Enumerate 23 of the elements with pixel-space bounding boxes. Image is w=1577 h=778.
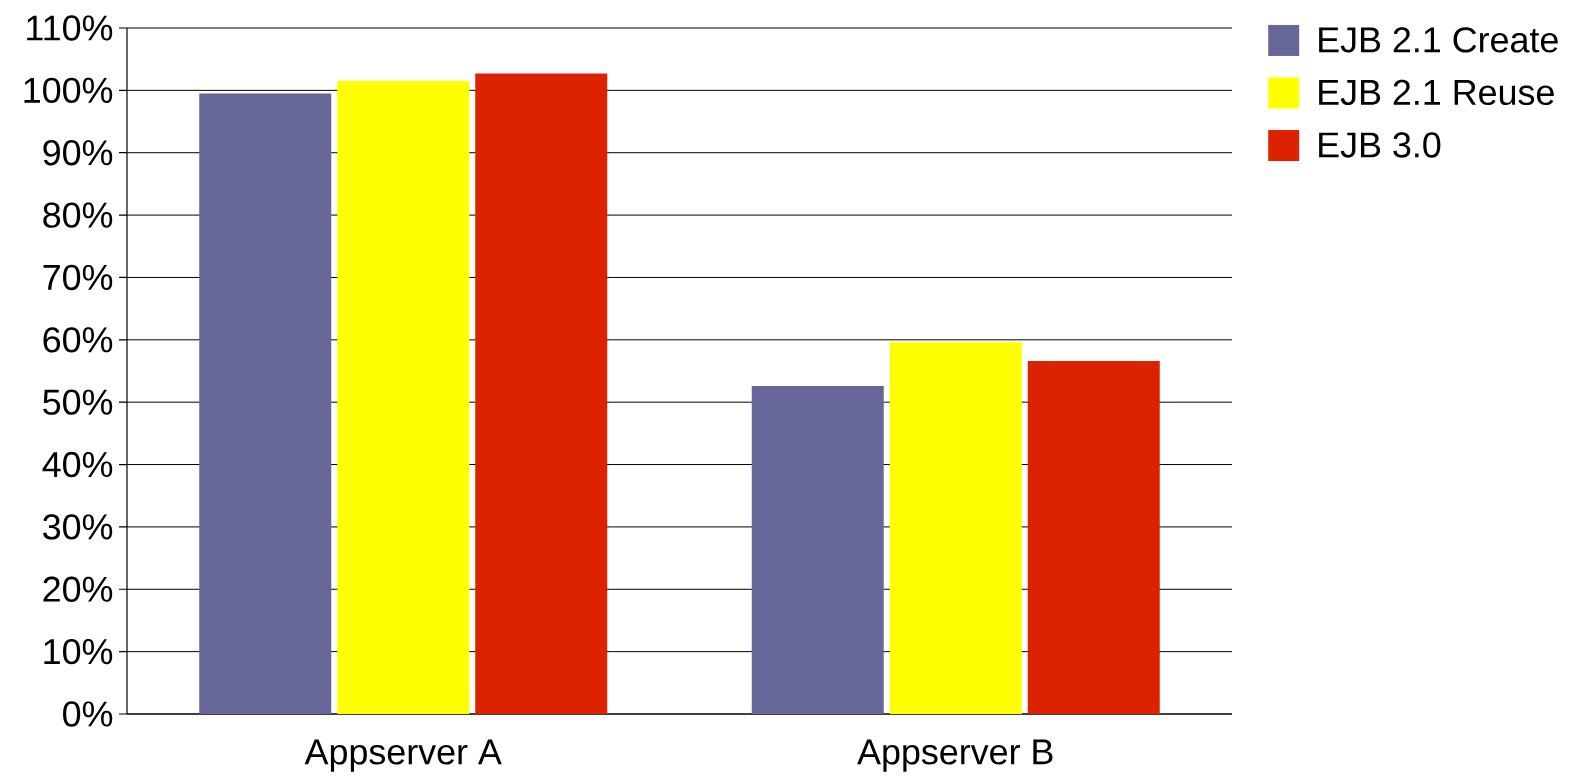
bar <box>199 93 332 714</box>
bar <box>1027 361 1160 714</box>
y-tick-label: 70% <box>43 264 113 291</box>
y-tick-label: 50% <box>43 389 113 415</box>
bar <box>475 73 608 714</box>
y-tick-label: 100% <box>24 77 113 104</box>
y-tick-label: 90% <box>43 140 113 166</box>
y-tick-label: 80% <box>43 202 113 228</box>
y-tick-label: 10% <box>44 638 113 665</box>
legend-label: EJB 2.1 Create <box>1319 27 1558 53</box>
x-tick-label: Appserver B <box>857 739 1053 772</box>
y-tick-label: 20% <box>43 576 113 602</box>
bar <box>337 81 470 714</box>
y-tick-label: 110% <box>27 15 113 41</box>
bar <box>751 385 884 714</box>
y-tick-label: 60% <box>43 327 113 353</box>
bar <box>889 342 1022 714</box>
x-tick-label: Appserver A <box>304 739 502 772</box>
legend-label: EJB 2.1 Reuse <box>1319 79 1554 106</box>
legend-label: EJB 3.0 <box>1319 132 1441 158</box>
y-tick-label: 30% <box>43 514 113 540</box>
y-tick-label: 0% <box>63 701 113 727</box>
y-tick-label: 40% <box>42 451 113 478</box>
